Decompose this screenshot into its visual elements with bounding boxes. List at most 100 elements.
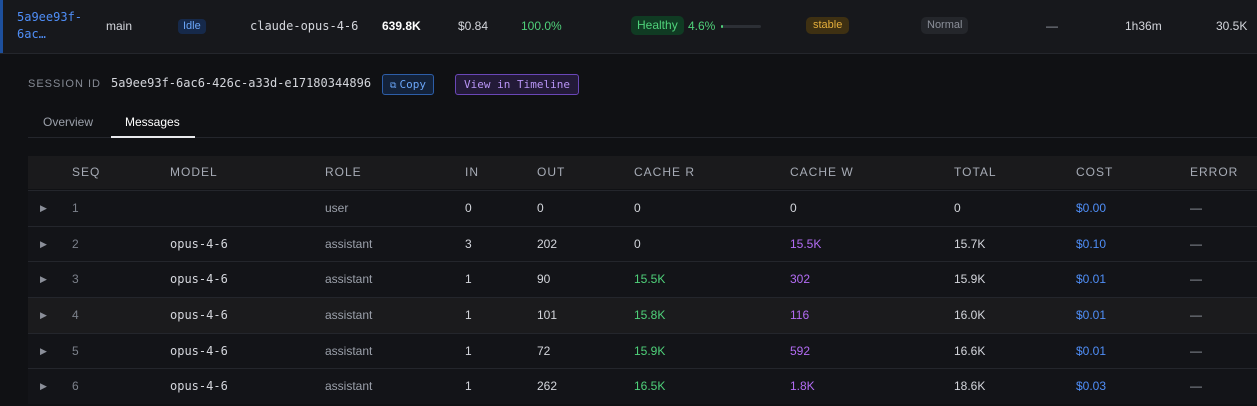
- cell-total: 15.9K: [954, 272, 986, 286]
- cell-seq: 3: [72, 272, 79, 286]
- cell-out: 101: [537, 308, 558, 322]
- cell-out: 0: [537, 201, 544, 215]
- cell-cache-r: 15.5K: [634, 272, 666, 286]
- cell-seq: 5: [72, 344, 79, 358]
- cell-error: —: [1190, 344, 1202, 358]
- header-total[interactable]: TOTAL: [954, 165, 997, 179]
- cell-total: 15.7K: [954, 237, 986, 251]
- copy-label: Copy: [399, 78, 427, 91]
- session-duration: 1h36m: [1125, 19, 1162, 33]
- table-row[interactable]: ▶ 5 opus-4-6 assistant 1 72 15.9K 592 16…: [28, 333, 1257, 369]
- health-bar-fill: [721, 25, 723, 28]
- session-id-link[interactable]: 5a9ee93f-6ac…: [17, 10, 83, 41]
- tab-messages[interactable]: Messages: [125, 115, 180, 129]
- session-row[interactable]: [0, 0, 1257, 54]
- cell-role: assistant: [325, 237, 373, 251]
- cell-total: 16.0K: [954, 308, 986, 322]
- session-id-label: SESSION ID: [28, 78, 101, 90]
- cell-role: assistant: [325, 344, 373, 358]
- expand-chevron-icon[interactable]: ▶: [40, 239, 47, 249]
- session-dash: —: [1046, 19, 1058, 33]
- cell-cache-r: 0: [634, 237, 641, 251]
- mode-badge: Normal: [921, 17, 969, 34]
- cell-model: opus-4-6: [170, 308, 228, 322]
- cell-seq: 1: [72, 201, 79, 215]
- cell-error: —: [1190, 201, 1202, 215]
- session-tokens: 639.8K: [382, 19, 421, 33]
- tab-overview[interactable]: Overview: [43, 115, 94, 129]
- table-row[interactable]: ▶ 3 opus-4-6 assistant 1 90 15.5K 302 15…: [28, 261, 1257, 297]
- cell-cost: $0.10: [1076, 237, 1107, 251]
- cell-in: 1: [465, 308, 472, 322]
- cell-in: 3: [465, 237, 472, 251]
- table-row[interactable]: ▶ 4 opus-4-6 assistant 1 101 15.8K 116 1…: [28, 297, 1257, 333]
- messages-table-header: [28, 156, 1257, 189]
- cell-cache-r: 16.5K: [634, 379, 666, 393]
- cell-model: opus-4-6: [170, 237, 228, 251]
- cell-in: 0: [465, 201, 472, 215]
- session-id-value: 5a9ee93f-6ac6-426c-a33d-e17180344896: [111, 76, 372, 90]
- session-count: 30.5K: [1216, 19, 1248, 33]
- header-model[interactable]: MODEL: [170, 165, 218, 179]
- cell-cache-r: 15.8K: [634, 308, 666, 322]
- cell-seq: 4: [72, 308, 79, 322]
- cell-cost: $0.00: [1076, 201, 1107, 215]
- cell-error: —: [1190, 379, 1202, 393]
- cell-out: 262: [537, 379, 558, 393]
- table-row[interactable]: ▶ 2 opus-4-6 assistant 3 202 0 15.5K 15.…: [28, 226, 1257, 262]
- session-cost: $0.84: [458, 19, 489, 33]
- health-bar: [721, 25, 761, 28]
- cell-cache-w: 116: [790, 308, 810, 322]
- table-row[interactable]: ▶ 1 user 0 0 0 0 0 $0.00 —: [28, 190, 1257, 226]
- cell-out: 72: [537, 344, 551, 358]
- expand-chevron-icon[interactable]: ▶: [40, 274, 47, 284]
- header-seq[interactable]: SEQ: [72, 165, 101, 179]
- expand-chevron-icon[interactable]: ▶: [40, 203, 47, 213]
- header-cost[interactable]: COST: [1076, 165, 1114, 179]
- cell-in: 1: [465, 344, 472, 358]
- status-badge: Idle: [178, 19, 206, 34]
- header-cache-w[interactable]: CACHE W: [790, 165, 854, 179]
- cell-total: 0: [954, 201, 961, 215]
- session-branch: main: [106, 19, 133, 33]
- expand-chevron-icon[interactable]: ▶: [40, 381, 47, 391]
- trend-badge: stable: [806, 17, 850, 34]
- header-out[interactable]: OUT: [537, 165, 566, 179]
- cell-cache-w: 302: [790, 272, 811, 286]
- cell-cost: $0.01: [1076, 308, 1107, 322]
- cell-out: 90: [537, 272, 551, 286]
- header-in[interactable]: IN: [465, 165, 479, 179]
- cell-cache-w: 1.8K: [790, 379, 815, 393]
- cell-cache-w: 0: [790, 201, 797, 215]
- expand-chevron-icon[interactable]: ▶: [40, 346, 47, 356]
- cell-total: 16.6K: [954, 344, 986, 358]
- cell-cost: $0.03: [1076, 379, 1107, 393]
- header-error[interactable]: ERROR: [1190, 165, 1239, 179]
- cell-error: —: [1190, 272, 1202, 286]
- cell-cache-r: 15.9K: [634, 344, 666, 358]
- active-tab-indicator: [111, 136, 195, 138]
- cell-cache-w: 15.5K: [790, 237, 822, 251]
- table-row[interactable]: ▶ 6 opus-4-6 assistant 1 262 16.5K 1.8K …: [28, 368, 1257, 404]
- cell-total: 18.6K: [954, 379, 986, 393]
- cell-role: assistant: [325, 379, 373, 393]
- expand-chevron-icon[interactable]: ▶: [40, 310, 47, 320]
- copy-button[interactable]: ⧉ Copy: [382, 74, 434, 95]
- copy-icon: ⧉: [390, 80, 397, 90]
- tabs-divider: [28, 137, 1257, 138]
- cell-cache-w: 592: [790, 344, 811, 358]
- cell-cache-r: 0: [634, 201, 641, 215]
- session-cache-pct: 100.0%: [521, 19, 562, 33]
- cell-seq: 2: [72, 237, 79, 251]
- header-cache-r[interactable]: CACHE R: [634, 165, 696, 179]
- health-percent: 4.6%: [688, 19, 716, 33]
- view-in-timeline-button[interactable]: View in Timeline: [455, 74, 579, 95]
- cell-cost: $0.01: [1076, 272, 1107, 286]
- cell-role: assistant: [325, 272, 373, 286]
- cell-model: opus-4-6: [170, 379, 228, 393]
- header-role[interactable]: ROLE: [325, 165, 362, 179]
- cell-in: 1: [465, 272, 472, 286]
- health-badge: Healthy: [631, 16, 684, 35]
- selected-row-accent: [0, 0, 3, 53]
- cell-seq: 6: [72, 379, 79, 393]
